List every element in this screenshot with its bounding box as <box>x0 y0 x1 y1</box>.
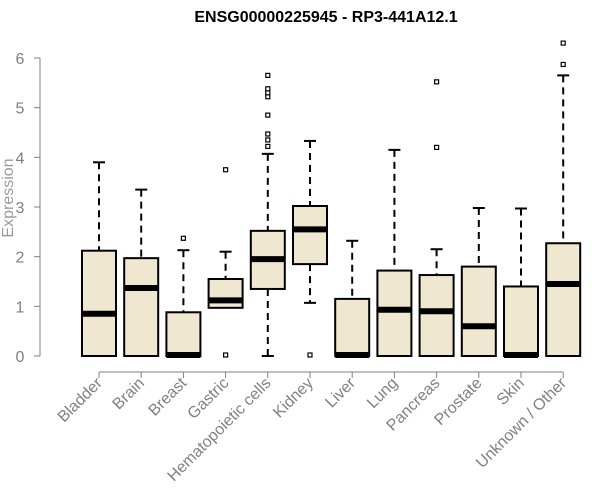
outlier-point <box>265 72 271 78</box>
y-tick-label: 4 <box>16 150 25 167</box>
outlier-point <box>265 86 271 92</box>
box-iqr <box>165 311 202 357</box>
y-tick-label: 0 <box>16 349 25 366</box>
box-unknown-other <box>545 40 582 357</box>
x-tick-label: Liver <box>322 374 359 411</box>
x-tick-label: Prostate <box>431 375 485 429</box>
y-tick-label: 6 <box>16 51 25 68</box>
outlier-point <box>180 235 186 241</box>
y-axis: 0 1 2 3 4 5 6 <box>16 51 41 366</box>
box-iqr <box>123 257 160 358</box>
outlier-point <box>307 352 313 358</box>
box-lung <box>376 148 413 357</box>
y-tick-label: 5 <box>16 101 25 118</box>
y-tick-label: 1 <box>16 299 25 316</box>
outlier-point <box>223 352 229 358</box>
y-axis-label: Expression <box>0 158 17 237</box>
x-tick-label: Kidney <box>270 375 317 422</box>
box-pancreas <box>418 79 455 357</box>
x-tick-label: Skin <box>494 375 528 409</box>
y-tick-label: 2 <box>16 250 25 267</box>
outlier-point <box>265 143 271 150</box>
x-tick-label: Brain <box>110 375 148 413</box>
box-brain <box>123 188 160 358</box>
box-iqr <box>376 269 413 357</box>
x-tick-label: Bladder <box>55 374 106 425</box>
box-iqr <box>207 278 244 309</box>
outlier-point <box>434 144 440 150</box>
x-tick-label: Breast <box>146 374 191 419</box>
outlier-point <box>265 131 271 137</box>
box-iqr <box>81 249 117 357</box>
y-tick-label: 3 <box>16 200 25 217</box>
outlier-point <box>560 61 566 68</box>
box-hematopoietic-cells <box>249 72 286 357</box>
box-iqr <box>545 242 582 357</box>
box-iqr <box>292 205 328 266</box>
box-iqr <box>334 297 371 357</box>
outlier-point <box>265 112 271 118</box>
box-liver <box>334 239 371 359</box>
chart-title: ENSG00000225945 - RP3-441A12.1 <box>194 9 457 26</box>
box-breast <box>165 235 202 359</box>
outlier-point <box>434 79 440 85</box>
outlier-point <box>223 167 229 173</box>
outlier-point <box>560 40 566 46</box>
box-skin <box>503 207 539 359</box>
box-bladder <box>81 161 117 357</box>
x-tick-label: Lung <box>364 375 401 412</box>
box-iqr <box>503 285 539 358</box>
boxplot-series <box>81 40 582 359</box>
box-prostate <box>460 206 497 358</box>
outlier-point <box>265 137 271 143</box>
box-iqr <box>418 274 455 357</box>
box-iqr <box>460 265 497 358</box>
box-kidney <box>292 139 328 358</box>
box-gastric <box>207 167 244 358</box>
